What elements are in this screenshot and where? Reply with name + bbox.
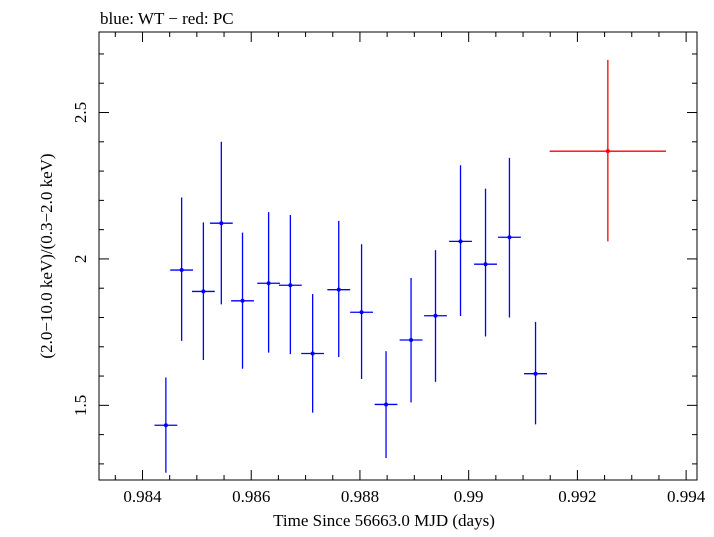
data-point bbox=[310, 351, 315, 356]
data-point bbox=[336, 287, 341, 292]
x-tick-label: 0.99 bbox=[454, 487, 484, 506]
data-point bbox=[219, 221, 224, 226]
data-point bbox=[384, 402, 389, 407]
series-WT bbox=[154, 141, 547, 473]
axis-tick-labels: 0.984 0.986 0.988 0.99 0.992 0.994 1.5 2 2.5 bbox=[71, 102, 706, 506]
data-point bbox=[507, 235, 512, 240]
y-tick-label: 1.5 bbox=[71, 395, 90, 416]
series-PC bbox=[549, 59, 667, 242]
x-tick-label: 0.988 bbox=[341, 487, 379, 506]
data-point bbox=[288, 283, 293, 288]
data-point bbox=[409, 338, 414, 343]
chart-title: blue: WT − red: PC bbox=[100, 9, 234, 28]
x-tick-label: 0.992 bbox=[558, 487, 596, 506]
data-point bbox=[605, 149, 610, 154]
data-point bbox=[179, 268, 184, 273]
x-tick-label: 0.984 bbox=[123, 487, 162, 506]
data-point bbox=[458, 239, 463, 244]
data-point bbox=[359, 310, 364, 315]
data-point bbox=[240, 298, 245, 303]
data-point bbox=[201, 289, 206, 294]
x-axis-label: Time Since 56663.0 MJD (days) bbox=[273, 511, 495, 530]
axis-ticks bbox=[99, 32, 697, 480]
plot-frame bbox=[98, 31, 698, 481]
data-point bbox=[163, 423, 168, 428]
y-axis-label: (2.0−10.0 keV)/(0.3−2.0 keV) bbox=[37, 153, 56, 358]
x-tick-label: 0.994 bbox=[667, 487, 706, 506]
data-point bbox=[533, 371, 538, 376]
y-tick-label: 2.5 bbox=[71, 102, 90, 123]
data-point bbox=[266, 281, 271, 286]
data-point bbox=[483, 262, 488, 267]
data-point bbox=[433, 313, 438, 318]
data-series bbox=[154, 59, 667, 473]
x-tick-label: 0.986 bbox=[232, 487, 270, 506]
y-tick-label: 2 bbox=[71, 255, 90, 264]
